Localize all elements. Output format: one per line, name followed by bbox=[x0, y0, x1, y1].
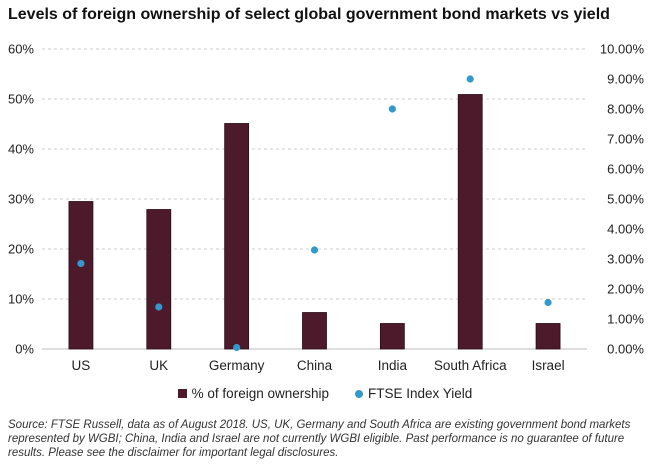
y-right-tick-label: 1.00% bbox=[607, 312, 644, 327]
x-category-label: Germany bbox=[209, 358, 265, 373]
y-left-tick-label: 0% bbox=[15, 342, 34, 357]
point-yield bbox=[388, 105, 396, 113]
x-category-label: China bbox=[297, 358, 333, 373]
y-left-tick-label: 60% bbox=[8, 42, 34, 57]
bar-scatter-chart: 0% 10% 20% 30% 40% 50% 60% 0.00% 1.00% 2.00% 3.00%… bbox=[8, 42, 645, 374]
y-right-tick-label: 10.00% bbox=[600, 42, 645, 57]
bar-ownership bbox=[302, 312, 327, 350]
bar-ownership bbox=[379, 323, 405, 350]
x-category-label: Israel bbox=[532, 358, 565, 373]
y-right-tick-label: 5.00% bbox=[607, 192, 644, 207]
y-right-tick-label: 8.00% bbox=[607, 102, 644, 117]
legend-dot-swatch bbox=[355, 389, 363, 398]
y-right-tick-label: 2.00% bbox=[607, 282, 644, 297]
x-category-label: US bbox=[72, 358, 91, 373]
point-yield bbox=[233, 343, 241, 352]
y-left-tick-label: 40% bbox=[8, 142, 34, 157]
x-category-label: India bbox=[378, 358, 408, 373]
legend-item-yield: FTSE Index Yield bbox=[355, 386, 472, 401]
y-right-tick-label: 9.00% bbox=[607, 72, 644, 87]
point-yield bbox=[77, 259, 85, 268]
point-yield bbox=[544, 298, 552, 307]
chart-legend: % of foreign ownership FTSE Index Yield bbox=[0, 386, 650, 401]
y-right-tick-label: 7.00% bbox=[607, 132, 644, 147]
x-category-label: UK bbox=[149, 358, 168, 373]
y-left-tick-label: 50% bbox=[8, 92, 34, 107]
y-right-tick-label: 3.00% bbox=[607, 252, 644, 267]
chart-title: Levels of foreign ownership of select gl… bbox=[8, 6, 610, 23]
bar-ownership bbox=[146, 209, 172, 350]
y-right-tick-label: 6.00% bbox=[607, 162, 644, 177]
bar-ownership bbox=[535, 323, 561, 350]
bar-ownership bbox=[68, 201, 94, 350]
bar-ownership bbox=[224, 123, 250, 350]
y-left-tick-label: 30% bbox=[8, 192, 34, 207]
y-right-tick-label: 4.00% bbox=[607, 222, 644, 237]
point-yield bbox=[310, 246, 319, 254]
y-left-tick-label: 20% bbox=[8, 242, 34, 257]
y-right-tick-label: 0.00% bbox=[607, 342, 644, 357]
legend-label-ownership: % of foreign ownership bbox=[191, 386, 329, 401]
point-yield bbox=[466, 75, 474, 83]
point-yield bbox=[155, 303, 163, 311]
legend-label-yield: FTSE Index Yield bbox=[368, 386, 473, 401]
bar-ownership bbox=[457, 94, 483, 350]
legend-item-ownership: % of foreign ownership bbox=[177, 386, 329, 401]
y-left-tick-label: 10% bbox=[8, 292, 34, 307]
x-category-label: South Africa bbox=[434, 358, 507, 373]
legend-bar-swatch bbox=[177, 389, 187, 398]
source-note: Source: FTSE Russell, data as of August … bbox=[8, 419, 631, 459]
